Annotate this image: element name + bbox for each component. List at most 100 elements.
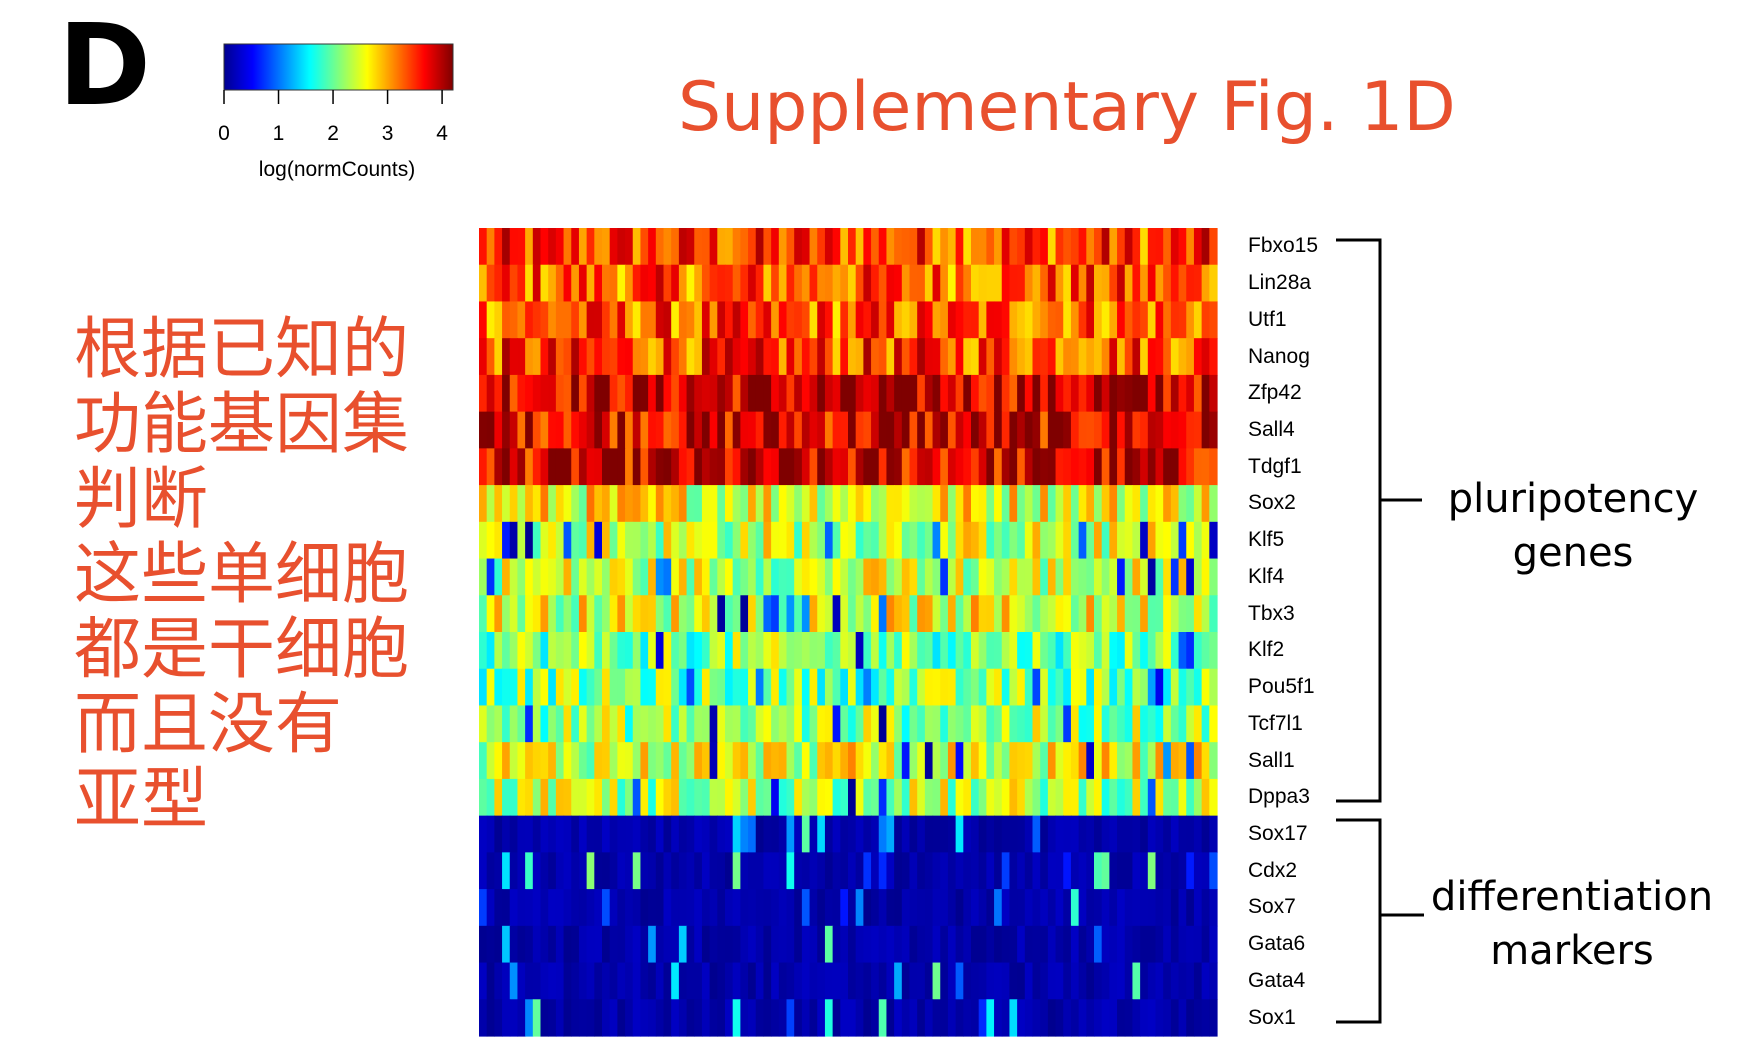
heatmap-cell (748, 962, 757, 1000)
annotation-line: 根据已知的 (74, 310, 409, 388)
heatmap-cell (1086, 228, 1095, 266)
heatmap-cell (771, 558, 780, 596)
heatmap-cell (725, 374, 734, 413)
heatmap-cell (955, 632, 964, 670)
heatmap-cell (1047, 411, 1057, 449)
heatmap-cell (955, 742, 964, 780)
heatmap-cell (725, 778, 734, 817)
heatmap-cell (755, 374, 765, 413)
heatmap-cell (1178, 264, 1187, 303)
heatmap-cell (1178, 999, 1187, 1037)
heatmap-cell (671, 521, 680, 560)
heatmap-cell (594, 705, 603, 743)
gene-label: Tbx3 (1248, 601, 1295, 625)
heatmap-cell (1047, 448, 1057, 486)
heatmap-cell (755, 925, 765, 964)
heatmap-cell (809, 742, 818, 780)
heatmap-cell (1070, 264, 1080, 303)
heatmap-cell (1170, 742, 1180, 780)
heatmap-cell (602, 632, 611, 670)
heatmap-cell (694, 889, 703, 927)
heatmap-cell (1032, 338, 1041, 376)
heatmap-cell (971, 815, 980, 853)
heatmap-cell (532, 558, 542, 596)
heatmap-cell (494, 815, 503, 853)
heatmap-cell (809, 668, 818, 707)
heatmap-cell (894, 485, 903, 523)
heatmap-cell (778, 705, 788, 743)
heatmap-cell (794, 668, 803, 707)
heatmap-cell (609, 889, 618, 927)
heatmap-cell (1140, 521, 1149, 560)
heatmap-cell (871, 374, 880, 413)
heatmap-cell (994, 338, 1003, 376)
heatmap-cell (609, 558, 618, 596)
heatmap-cell (1209, 558, 1218, 596)
heatmap-cell (1032, 889, 1041, 927)
heatmap-cell (1140, 925, 1149, 964)
colorbar-tick-label: 1 (273, 122, 285, 145)
heatmap-cell (978, 742, 987, 780)
heatmap-cell (578, 521, 588, 560)
heatmap-cell (486, 521, 495, 560)
heatmap-cell (486, 999, 495, 1037)
heatmap-cell (986, 962, 995, 1000)
heatmap-cell (932, 632, 941, 670)
heatmap-cell (1201, 338, 1210, 376)
heatmap-cell (832, 374, 841, 413)
heatmap-cell (963, 852, 972, 890)
heatmap-cell (709, 228, 718, 266)
heatmap-cell (609, 595, 618, 633)
heatmap-cell (1209, 228, 1218, 266)
heatmap-cell (1170, 705, 1180, 743)
heatmap-cell (701, 705, 711, 743)
heatmap-cell (817, 411, 826, 449)
heatmap-cell (594, 264, 603, 303)
heatmap-cell (1163, 852, 1172, 890)
gene-label: Zfp42 (1248, 381, 1302, 405)
heatmap-cell (748, 448, 757, 486)
heatmap-cell (817, 778, 826, 817)
heatmap-cell (632, 558, 642, 596)
heatmap-cell (817, 301, 826, 339)
heatmap-cell (771, 668, 780, 707)
heatmap-cell (571, 668, 580, 707)
heatmap-cell (1109, 742, 1118, 780)
heatmap-cell (686, 264, 695, 303)
heatmap-cell (1009, 485, 1018, 523)
heatmap-cell (971, 411, 980, 449)
heatmap-cell (1147, 264, 1157, 303)
heatmap-cell (486, 228, 495, 266)
heatmap-cell (640, 889, 649, 927)
heatmap-cell (1009, 632, 1018, 670)
heatmap-cell (717, 815, 726, 853)
heatmap-cell (1078, 632, 1087, 670)
heatmap-cell (863, 485, 872, 523)
heatmap-cell (532, 778, 542, 817)
heatmap-cell (748, 595, 757, 633)
heatmap-cell (548, 485, 557, 523)
heatmap-cell (602, 925, 611, 964)
heatmap-cell (947, 301, 957, 339)
heatmap-cell (863, 742, 872, 780)
heatmap-cell (909, 411, 918, 449)
heatmap-cell (578, 338, 588, 376)
heatmap-cell (855, 448, 864, 486)
heatmap-cell (1109, 925, 1118, 964)
heatmap-cell (640, 338, 649, 376)
gene-label: Utf1 (1248, 307, 1287, 331)
heatmap-cell (794, 815, 803, 853)
heatmap-cell (740, 264, 749, 303)
heatmap-cell (548, 705, 557, 743)
panel-letter: D (58, 1, 151, 131)
heatmap-cell (648, 668, 657, 707)
heatmap-cell (971, 668, 980, 707)
heatmap-cell (525, 742, 534, 780)
heatmap-cell (855, 778, 864, 817)
heatmap-cell (778, 264, 788, 303)
heatmap-cell (663, 889, 672, 927)
heatmap-cell (494, 558, 503, 596)
heatmap-cell (1086, 558, 1095, 596)
heatmap-cell (848, 228, 857, 266)
heatmap-cell (632, 778, 642, 817)
